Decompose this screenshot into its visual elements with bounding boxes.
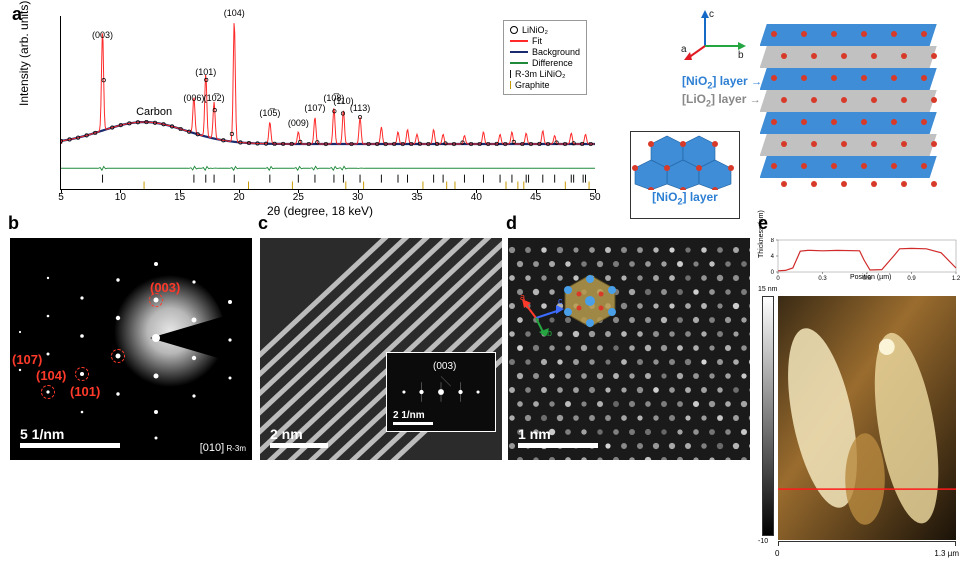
nio2-layer-label: [NiO2] layer →	[682, 74, 762, 90]
legend-line-fit	[510, 40, 528, 42]
panel-c-hrtem: (003) 2 1/nm 2 nm	[260, 238, 502, 460]
nio2-inset-label: [NiO2] layer	[631, 190, 739, 206]
hex-overlay-icon	[560, 272, 620, 328]
afm-xend: 1.3 µm	[934, 549, 959, 558]
legend-bg: Background	[532, 47, 580, 57]
svg-text:c: c	[709, 9, 714, 20]
panel-e-afm-image	[778, 296, 956, 540]
panel-b-label: b	[8, 213, 19, 234]
svg-text:4: 4	[771, 254, 775, 260]
saed-circle-107	[41, 385, 55, 399]
panel-d-scalebar	[518, 443, 598, 448]
svg-text:a: a	[520, 292, 525, 302]
fft-003-label: (003)	[433, 361, 456, 372]
panel-a: a Intensity (arb. units) 2θ (degree, 18 …	[40, 6, 600, 220]
saed-label-101: (101)	[70, 384, 100, 399]
svg-text:8: 8	[771, 238, 775, 244]
fft-scalebar-text: 2 1/nm	[393, 410, 425, 421]
afm-cbar-min: -10	[758, 538, 768, 545]
svg-text:a: a	[681, 44, 687, 55]
panel-d-scalebar-text: 1 nm	[518, 426, 551, 442]
panel-d-label: d	[506, 213, 517, 234]
panel-c-scalebar-text: 2 nm	[270, 426, 303, 442]
panel-c-scalebar	[270, 443, 328, 448]
legend-data: LiNiO₂	[522, 25, 548, 35]
saed-label-104: (104)	[36, 368, 66, 383]
legend-marker-data	[510, 26, 518, 34]
saed-circle-104	[75, 367, 89, 381]
panel-d: d a c b 1 nm	[508, 238, 750, 460]
panel-b-saed: (003) (101) (104) (107) 5 1/nm [010] R-3…	[10, 238, 252, 460]
legend-line-bg	[510, 51, 528, 53]
svg-text:c: c	[558, 296, 563, 306]
saed-label-107: (107)	[12, 352, 42, 367]
svg-text:b: b	[738, 50, 744, 61]
panel-d-hrtem-atomic: a c b 1 nm	[508, 238, 750, 460]
panel-a-structure: c a b [NiO2] layer → [LiO2] layer →	[620, 6, 960, 220]
legend-fit: Fit	[532, 36, 542, 46]
afm-map-icon	[778, 296, 956, 540]
panel-b-zoneaxis: [010] R-3m	[200, 442, 246, 454]
saed-circle-101	[111, 349, 125, 363]
panel-c-fft-inset: (003) 2 1/nm	[386, 352, 496, 432]
fft-scalebar	[393, 422, 433, 425]
legend-tick-phase1	[510, 70, 511, 78]
panel-a-ylabel: Intensity (arb. units)	[17, 1, 31, 106]
crystal-structure-icon	[760, 14, 950, 214]
afm-colorbar	[762, 296, 774, 536]
legend-diff: Difference	[532, 58, 573, 68]
figure-root: a Intensity (arb. units) 2θ (degree, 18 …	[0, 0, 968, 581]
panel-e-profile: 00.30.60.91.2048 Thickness (nm) Position…	[760, 238, 960, 282]
saed-circle-003	[149, 293, 163, 307]
panel-c-label: c	[258, 213, 268, 234]
saed-label-003: (003)	[150, 280, 180, 295]
svg-text:0: 0	[776, 276, 780, 282]
panel-e: e 00.30.60.91.2048 Thickness (nm) Positi…	[760, 238, 960, 558]
svg-text:0.3: 0.3	[818, 276, 827, 282]
svg-text:b: b	[547, 328, 552, 336]
nio2-inset-icon	[631, 132, 739, 190]
panel-b-scalebar	[20, 443, 120, 448]
afm-xaxis: 0 1.3 µm	[778, 542, 956, 554]
panel-b-scalebar-text: 5 1/nm	[20, 426, 64, 442]
afm-profile-ylabel: Thickness (nm)	[758, 210, 765, 258]
svg-text:0.9: 0.9	[907, 276, 916, 282]
legend-tick-phase2	[510, 81, 511, 89]
svg-text:0: 0	[771, 270, 775, 276]
axis-triad-small-icon: a c b	[520, 292, 568, 336]
axis-triad-icon: c a b	[680, 8, 750, 68]
svg-text:1.2: 1.2	[952, 276, 960, 282]
legend-phase1: R-3m LiNiO₂	[515, 69, 566, 79]
lio2-layer-label: [LiO2] layer →	[682, 92, 761, 108]
panel-a-legend: LiNiO₂ Fit Background Difference R-3m Li…	[503, 20, 587, 95]
panel-c: c	[260, 238, 502, 460]
panel-b: b	[10, 238, 252, 460]
afm-cbar-max: 15 nm	[758, 286, 777, 293]
nio2-inset: [NiO2] layer	[630, 131, 740, 219]
afm-profile-xlabel: Position (µm)	[850, 274, 891, 281]
panel-a-chart: LiNiO₂ Fit Background Difference R-3m Li…	[60, 16, 595, 190]
legend-line-diff	[510, 62, 528, 64]
legend-phase2: Graphite	[515, 80, 550, 90]
panel-a-xlabel: 2θ (degree, 18 keV)	[267, 204, 373, 218]
afm-xstart: 0	[775, 549, 779, 558]
